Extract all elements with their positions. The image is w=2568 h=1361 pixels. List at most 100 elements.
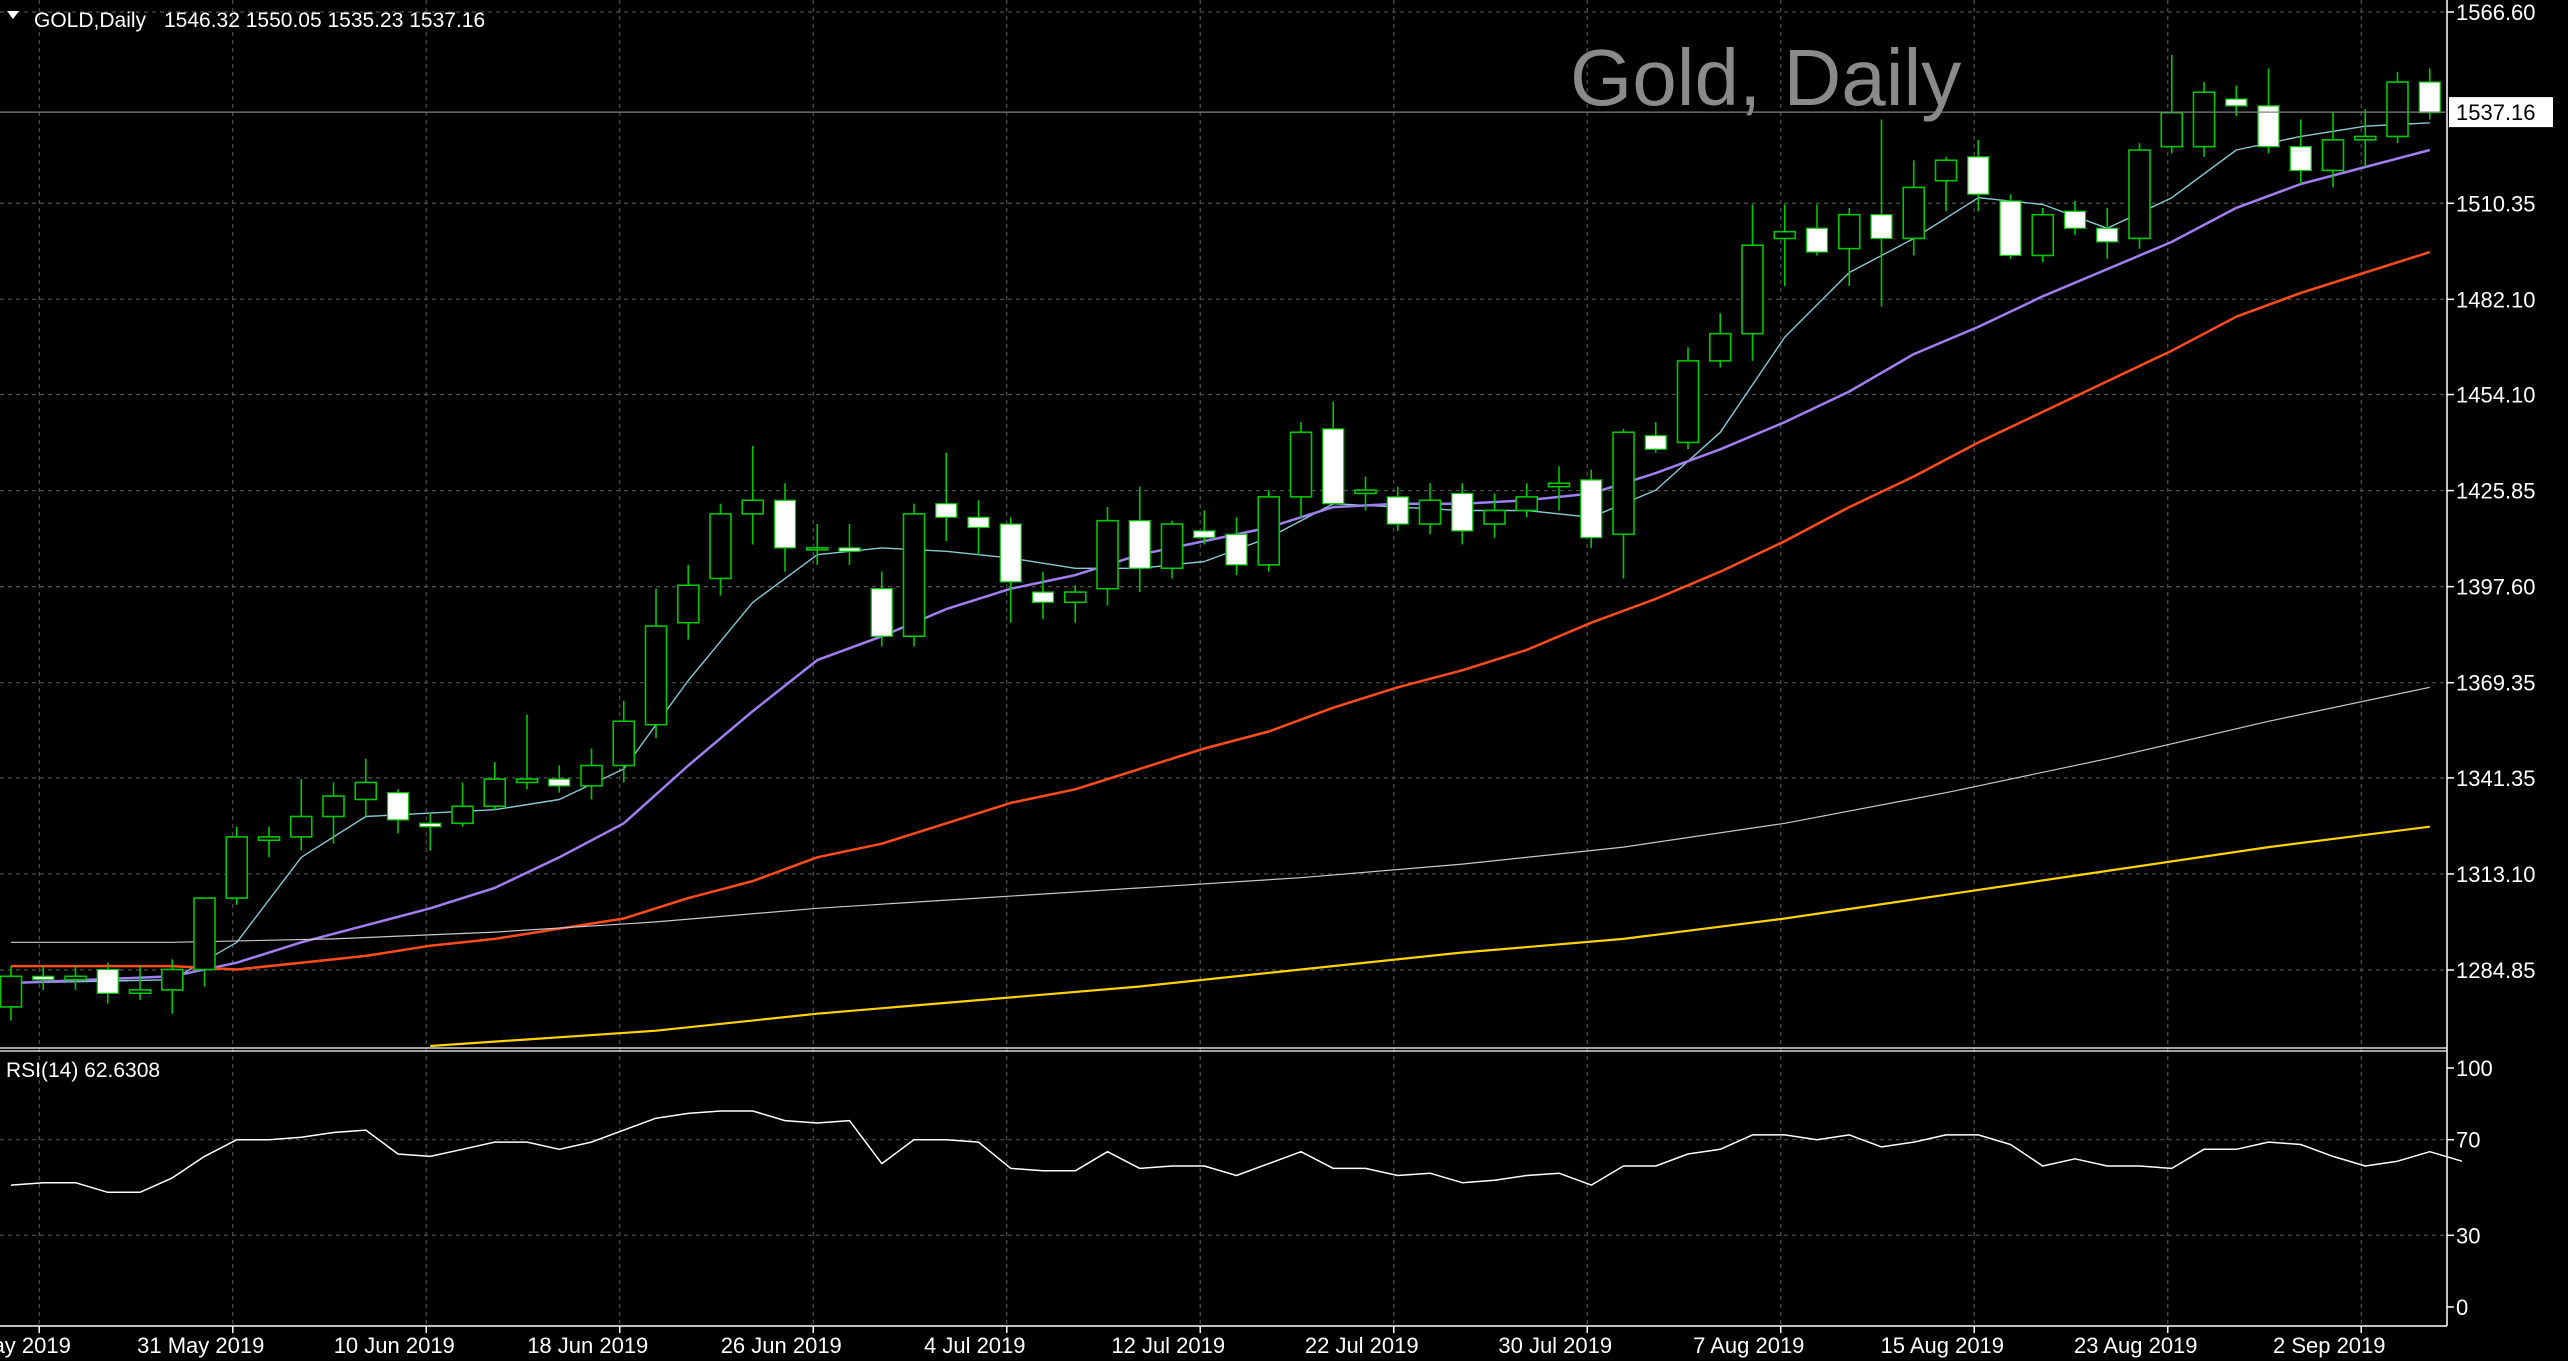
candle[interactable] [386, 789, 410, 834]
candle-body-bear [1322, 428, 1345, 505]
date-label: 18 Jun 2019 [527, 1333, 648, 1358]
candle[interactable] [160, 959, 184, 1014]
triangle-down-icon[interactable] [7, 11, 19, 19]
candle[interactable] [1612, 428, 1635, 579]
candle[interactable] [354, 758, 378, 817]
candle-body-bull [1515, 496, 1539, 512]
candle[interactable] [2225, 85, 2248, 117]
rsi-level-label: 30 [2456, 1223, 2480, 1248]
candle[interactable] [1708, 313, 1732, 368]
candle[interactable] [483, 762, 507, 810]
candle[interactable] [805, 524, 829, 565]
candle[interactable] [2289, 119, 2312, 185]
candle-body-bull [257, 836, 281, 842]
candle[interactable] [289, 779, 313, 851]
candle[interactable] [676, 564, 700, 640]
candle[interactable] [1418, 483, 1442, 535]
candle[interactable] [64, 966, 87, 990]
candle-body-bull [805, 547, 829, 551]
candle-body-bull [0, 975, 23, 1008]
candle-body-bear [1644, 435, 1667, 450]
candle[interactable] [2192, 82, 2216, 157]
candle[interactable] [580, 748, 603, 800]
candle[interactable] [2353, 109, 2377, 168]
candle-body-bull [1902, 186, 1926, 240]
candle[interactable] [1451, 483, 1474, 545]
candle[interactable] [1580, 469, 1603, 548]
candle[interactable] [1322, 401, 1345, 505]
ohlc-values: 1546.32 1550.05 1535.23 1537.16 [164, 9, 485, 32]
candle[interactable] [644, 588, 668, 739]
candle[interactable] [999, 517, 1022, 623]
candle[interactable] [96, 962, 119, 1004]
candle[interactable] [1676, 347, 1700, 450]
candle[interactable] [225, 826, 249, 905]
candle[interactable] [1805, 204, 1829, 256]
candle[interactable] [2160, 54, 2184, 154]
candle[interactable] [1999, 194, 2022, 259]
price-tick-label: 1369.35 [2456, 671, 2536, 696]
candle[interactable] [902, 503, 926, 647]
candle-body-bull [1741, 244, 1764, 335]
candle[interactable] [515, 714, 539, 790]
candle[interactable] [1257, 490, 1281, 572]
candle[interactable] [1225, 517, 1248, 576]
candle[interactable] [838, 524, 861, 565]
candle[interactable] [1547, 466, 1571, 511]
candle[interactable] [1193, 510, 1216, 545]
candle[interactable] [773, 483, 797, 572]
candle[interactable] [1902, 160, 1926, 256]
candle[interactable] [548, 765, 571, 793]
candle-body-bull [644, 625, 668, 726]
candle[interactable] [128, 966, 152, 1001]
candle[interactable] [1096, 507, 1119, 606]
candle[interactable] [419, 813, 442, 851]
candle-body-bull [580, 764, 603, 787]
candle[interactable] [451, 782, 474, 827]
candle[interactable] [1644, 422, 1667, 453]
candle[interactable] [935, 452, 958, 542]
candle[interactable] [1128, 486, 1151, 593]
candle[interactable] [1354, 476, 1377, 511]
candle-body-bear [1967, 156, 1990, 195]
candle[interactable] [870, 571, 893, 647]
candle[interactable] [2321, 112, 2345, 188]
candle[interactable] [2386, 71, 2409, 144]
candle[interactable] [1934, 156, 1958, 212]
candle[interactable] [1289, 422, 1313, 518]
candle[interactable] [1773, 204, 1797, 287]
candle[interactable] [1160, 520, 1184, 579]
candle[interactable] [1031, 571, 1055, 620]
candle[interactable] [1837, 207, 1861, 287]
candle[interactable] [967, 500, 990, 555]
candle[interactable] [1515, 483, 1539, 518]
candle[interactable] [257, 826, 281, 858]
candle[interactable] [1483, 493, 1506, 538]
candle[interactable] [322, 782, 345, 844]
candle[interactable] [0, 966, 23, 1021]
candles[interactable] [0, 54, 2441, 1021]
candle[interactable] [709, 503, 732, 596]
candle[interactable] [1741, 204, 1764, 361]
candle-body-bear [2225, 98, 2248, 107]
candle[interactable] [741, 445, 765, 545]
candle[interactable] [2096, 207, 2119, 259]
candle[interactable] [32, 966, 55, 990]
candle[interactable] [2063, 201, 2087, 236]
candle[interactable] [1063, 585, 1087, 623]
candle[interactable] [2257, 68, 2280, 154]
candle-body-bear [967, 516, 990, 529]
candle[interactable] [2031, 207, 2055, 263]
candle[interactable] [2418, 68, 2441, 120]
candle[interactable] [193, 897, 216, 987]
candle[interactable] [1967, 139, 1990, 212]
candle-body-bull [1708, 332, 1732, 362]
candle-body-bear [386, 792, 410, 821]
candle[interactable] [2128, 143, 2151, 249]
candle[interactable] [1870, 119, 1893, 307]
candle[interactable] [1386, 486, 1409, 531]
candle[interactable] [612, 700, 636, 783]
candle-body-bear [1031, 591, 1055, 603]
candle-body-bear [1999, 200, 2022, 257]
